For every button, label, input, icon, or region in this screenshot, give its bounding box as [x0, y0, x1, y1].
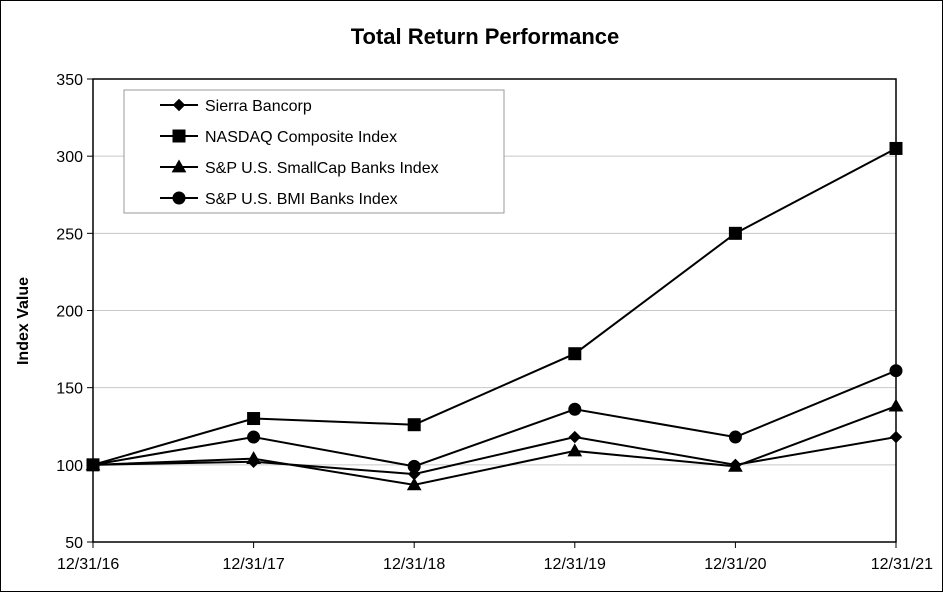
chart-title: Total Return Performance — [351, 24, 620, 49]
y-tick-label: 300 — [56, 149, 83, 166]
series-line — [92, 436, 897, 476]
data-point-square — [728, 226, 742, 240]
series-lines — [85, 141, 904, 491]
data-point-circle — [247, 430, 261, 444]
y-axis-label: Index Value — [15, 277, 32, 365]
plot-area-border — [92, 78, 897, 543]
legend-marker-circle — [172, 191, 186, 205]
data-point-square — [247, 412, 261, 426]
legend-label: NASDAQ Composite Index — [205, 129, 397, 146]
y-tick-label: 100 — [56, 458, 83, 475]
x-tick-label: 12/31/21 — [871, 556, 933, 573]
data-point-circle — [728, 430, 742, 444]
y-tick-label: 250 — [56, 226, 83, 243]
y-tick-label: 150 — [56, 381, 83, 398]
series-line — [92, 369, 897, 468]
y-tick-label: 50 — [65, 535, 83, 552]
x-tick-label: 12/31/18 — [383, 556, 445, 573]
series-line — [92, 147, 897, 466]
legend-label: S&P U.S. BMI Banks Index — [205, 191, 398, 208]
data-point-diamond — [568, 430, 582, 444]
data-point-triangle — [406, 477, 422, 491]
data-point-triangle — [567, 443, 583, 457]
x-axis-ticks: 12/31/16 12/31/17 12/31/18 12/31/19 12/31/20… — [57, 542, 933, 573]
legend-marker-triangle — [171, 159, 187, 173]
x-tick-label: 12/31/20 — [704, 556, 766, 573]
x-tick-label: 12/31/16 — [57, 556, 119, 573]
y-tick-label: 350 — [56, 72, 83, 89]
legend-label: S&P U.S. SmallCap Banks Index — [205, 160, 439, 177]
legend-box — [123, 89, 505, 214]
x-tick-label: 12/31/17 — [222, 556, 284, 573]
data-point-square — [407, 418, 421, 432]
data-point-square — [568, 347, 582, 361]
data-point-triangle — [246, 451, 261, 465]
legend: Sierra Bancorp NASDAQ Composite Index S&P … — [123, 89, 505, 214]
data-point-circle — [568, 402, 582, 416]
y-axis-ticks: 50 100 150 200 250 300 350 — [56, 72, 93, 552]
legend-marker-diamond — [172, 98, 186, 112]
data-point-triangle — [728, 458, 743, 472]
y-tick-label: 200 — [56, 304, 83, 321]
legend-marker-square — [172, 129, 186, 143]
data-point-circle — [407, 459, 421, 473]
legend-label: Sierra Bancorp — [205, 98, 312, 115]
x-tick-label: 12/31/19 — [544, 556, 606, 573]
series-line — [92, 405, 897, 486]
